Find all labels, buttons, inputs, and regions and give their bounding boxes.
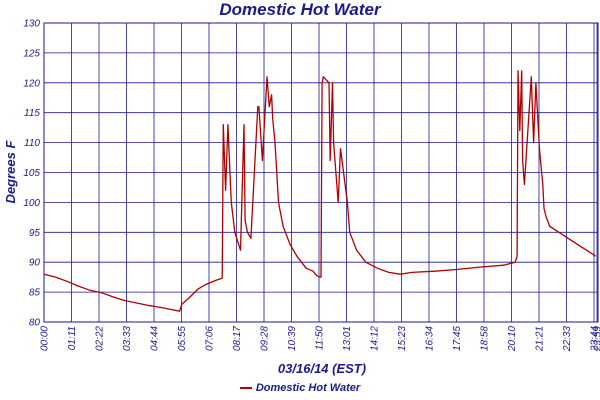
x-tick-label: 20:10 [507, 326, 518, 352]
y-tick-labels: 80 85 90 95 100 105 110 115 120 125 130 [23, 19, 40, 329]
x-tick-label: 14:12 [370, 326, 381, 351]
x-tick-label: 16:34 [425, 326, 436, 351]
series-line-0 [43, 70, 597, 312]
y-tick-label: 95 [29, 228, 41, 239]
y-tick-label: 120 [23, 78, 40, 89]
x-tick-label: 10:39 [287, 326, 298, 351]
series-layer [43, 70, 597, 312]
x-tick-label: 00:00 [40, 326, 51, 351]
y-tick-label: 90 [29, 258, 41, 269]
x-tick-label: 07:06 [205, 326, 216, 351]
grid-lines [43, 22, 599, 323]
x-tick-label: 23:44 [590, 326, 600, 352]
x-tick-label: 03:33 [122, 326, 133, 351]
y-tick-label: 80 [29, 318, 41, 329]
legend-swatch [239, 387, 252, 390]
x-tick-label: 09:28 [260, 326, 271, 351]
y-tick-label: 100 [23, 198, 40, 209]
x-tick-label: 11:50 [315, 326, 326, 351]
x-tick-label: 21:21 [535, 326, 546, 352]
x-tick-label: 04:44 [150, 326, 161, 351]
x-tick-label: 13:01 [342, 326, 353, 351]
legend: Domestic Hot Water [0, 381, 600, 395]
x-tick-label: 17:45 [452, 326, 463, 351]
y-axis-label: Degrees F [3, 140, 18, 204]
x-tick-label: 08:17 [232, 326, 243, 351]
x-tick-label: 05:55 [177, 326, 188, 351]
x-tick-label: 15:23 [397, 326, 408, 351]
x-tick-label: 01:11 [67, 326, 78, 350]
legend-label: Domestic Hot Water [255, 382, 361, 394]
y-tick-label: 125 [23, 48, 40, 59]
x-axis-label: 03/16/14 (EST) [278, 361, 366, 376]
x-tick-label: 02:22 [95, 326, 106, 351]
x-tick-labels: 00:00 01:11 02:22 03:33 04:44 05:55 07:06 08:17… [40, 326, 600, 352]
x-tick-label: 22:33 [562, 326, 573, 352]
x-tick-label: 18:58 [480, 326, 491, 351]
chart-title: Domestic Hot Water [219, 0, 381, 19]
y-tick-label: 105 [23, 168, 40, 179]
y-tick-label: 115 [24, 108, 40, 119]
y-tick-label: 110 [24, 138, 40, 149]
y-tick-label: 130 [23, 19, 40, 30]
y-tick-label: 85 [29, 288, 41, 299]
x-tick-label: 23:59 [593, 326, 600, 352]
